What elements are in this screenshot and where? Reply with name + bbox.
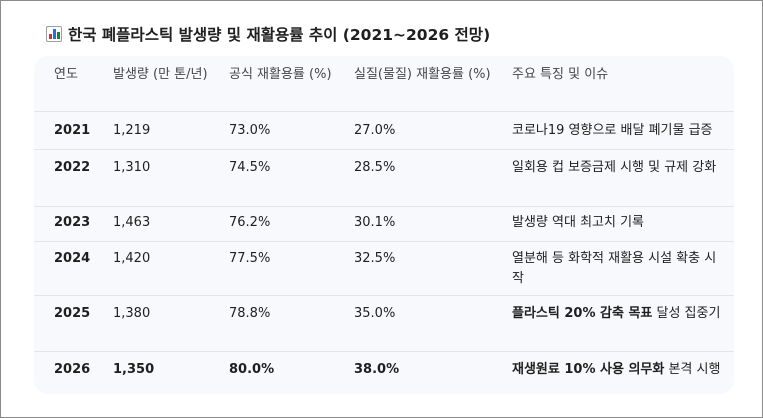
cell-real-rate: 38.0%: [354, 362, 400, 377]
note-text: 본격 시행: [664, 362, 721, 377]
cell-year: 2023: [54, 215, 91, 230]
note-bold-text: 재생원료 10% 사용 의무화: [512, 362, 665, 377]
note-text: 달성 집중기: [652, 306, 721, 321]
cell-amount: 1,310: [113, 160, 151, 175]
cell-real-rate: 27.0%: [354, 123, 396, 138]
header-year: 연도: [54, 67, 78, 82]
cell-year: 2024: [54, 251, 91, 266]
cell-year: 2026: [54, 362, 91, 377]
cell-real-rate: 30.1%: [354, 215, 396, 230]
cell-note: 일회용 컵 보증금제 시행 및 규제 강화: [512, 158, 727, 178]
header-divider: [34, 111, 734, 112]
row-divider: [34, 351, 734, 352]
cell-note: 재생원료 10% 사용 의무화 본격 시행: [512, 360, 727, 380]
header-official-rate: 공식 재활용률 (%): [229, 67, 332, 82]
cell-official-rate: 78.8%: [229, 306, 271, 321]
page-title: 한국 폐플라스틱 발생량 및 재활용률 추이 (2021~2026 전망): [46, 23, 490, 45]
note-text: 열분해 등 화학적 재활용 시설 확충 시작: [512, 251, 717, 286]
cell-real-rate: 28.5%: [354, 160, 396, 175]
data-table: 연도 발생량 (만 톤/년) 공식 재활용률 (%) 실질(물질) 재활용률 (…: [34, 56, 734, 394]
cell-year: 2025: [54, 306, 91, 321]
header-notes: 주요 특징 및 이슈: [512, 67, 609, 82]
cell-official-rate: 77.5%: [229, 251, 271, 266]
row-divider: [34, 295, 734, 296]
cell-official-rate: 73.0%: [229, 123, 271, 138]
note-text: 일회용 컵 보증금제 시행 및 규제 강화: [512, 160, 717, 175]
cell-amount: 1,463: [113, 215, 151, 230]
cell-note: 열분해 등 화학적 재활용 시설 확충 시작: [512, 249, 727, 289]
cell-year: 2022: [54, 160, 91, 175]
page-title-text: 한국 폐플라스틱 발생량 및 재활용률 추이 (2021~2026 전망): [68, 26, 491, 44]
bar-chart-icon: [46, 26, 62, 42]
note-bold-text: 플라스틱 20% 감축 목표: [512, 306, 653, 321]
cell-official-rate: 80.0%: [229, 362, 275, 377]
cell-amount: 1,420: [113, 251, 151, 266]
cell-amount: 1,219: [113, 123, 151, 138]
cell-official-rate: 76.2%: [229, 215, 271, 230]
cell-official-rate: 74.5%: [229, 160, 271, 175]
header-amount: 발생량 (만 톤/년): [113, 67, 208, 82]
cell-note: 발생량 역대 최고치 기록: [512, 213, 727, 233]
cell-note: 코로나19 영향으로 배달 폐기물 급증: [512, 121, 727, 141]
row-divider: [34, 206, 734, 207]
header-real-rate: 실질(물질) 재활용률 (%): [354, 67, 491, 82]
note-text: 코로나19 영향으로 배달 폐기물 급증: [512, 123, 713, 138]
cell-real-rate: 32.5%: [354, 251, 396, 266]
row-divider: [34, 149, 734, 150]
cell-amount: 1,380: [113, 306, 151, 321]
cell-note: 플라스틱 20% 감축 목표 달성 집중기: [512, 304, 727, 324]
cell-amount: 1,350: [113, 362, 155, 377]
note-text: 발생량 역대 최고치 기록: [512, 215, 644, 230]
cell-year: 2021: [54, 123, 91, 138]
cell-real-rate: 35.0%: [354, 306, 396, 321]
row-divider: [34, 241, 734, 242]
